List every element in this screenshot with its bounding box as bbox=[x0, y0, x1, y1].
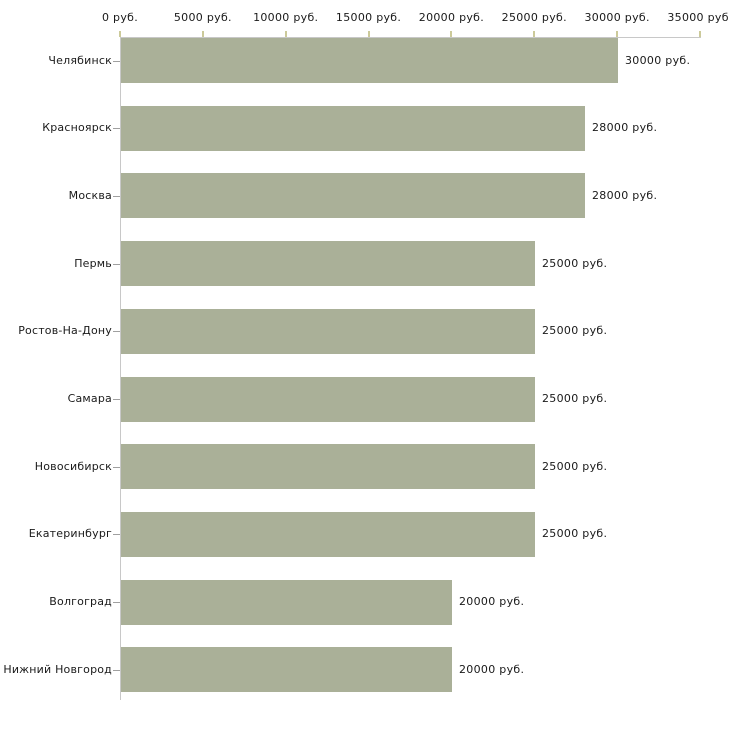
x-axis-tick bbox=[201, 31, 204, 37]
x-axis-tick-label: 35000 руб. bbox=[667, 11, 730, 24]
y-axis-tick bbox=[113, 264, 120, 265]
bar bbox=[121, 580, 452, 625]
x-axis-tick bbox=[616, 31, 619, 37]
bar bbox=[121, 241, 535, 286]
x-axis-tick bbox=[284, 31, 287, 37]
category-label: Красноярск bbox=[42, 121, 112, 134]
y-axis-tick bbox=[113, 399, 120, 400]
value-label: 20000 руб. bbox=[459, 595, 525, 608]
value-label: 25000 руб. bbox=[542, 257, 608, 270]
category-label: Нижний Новгород bbox=[3, 663, 112, 676]
value-label: 20000 руб. bbox=[459, 663, 525, 676]
category-label: Ростов-На-Дону bbox=[18, 324, 112, 337]
value-label: 25000 руб. bbox=[542, 460, 608, 473]
x-axis-tick-label: 10000 руб. bbox=[253, 11, 319, 24]
value-label: 25000 руб. bbox=[542, 324, 608, 337]
y-axis-tick bbox=[113, 467, 120, 468]
value-label: 28000 руб. bbox=[592, 121, 658, 134]
x-axis-tick-label: 0 руб. bbox=[101, 11, 139, 24]
y-axis-tick bbox=[113, 61, 120, 62]
bar bbox=[121, 173, 585, 218]
category-label: Москва bbox=[68, 189, 112, 202]
x-axis-tick bbox=[450, 31, 453, 37]
category-label: Челябинск bbox=[48, 54, 112, 67]
category-label: Волгоград bbox=[49, 595, 112, 608]
bar bbox=[121, 377, 535, 422]
value-label: 30000 руб. bbox=[625, 54, 691, 67]
x-axis-line bbox=[120, 37, 701, 38]
value-label: 28000 руб. bbox=[592, 189, 658, 202]
x-axis-tick bbox=[533, 31, 536, 37]
y-axis-tick bbox=[113, 331, 120, 332]
x-axis-tick-label: 5000 руб. bbox=[173, 11, 232, 24]
x-axis-tick bbox=[367, 31, 370, 37]
y-axis-tick bbox=[113, 534, 120, 535]
x-axis-tick-label: 25000 руб. bbox=[501, 11, 567, 24]
bar bbox=[121, 38, 618, 83]
bar bbox=[121, 309, 535, 354]
category-label: Самара bbox=[67, 392, 112, 405]
category-label: Пермь bbox=[74, 257, 112, 270]
y-axis-tick bbox=[113, 196, 120, 197]
x-axis-tick-label: 20000 руб. bbox=[418, 11, 485, 24]
value-label: 25000 руб. bbox=[542, 527, 608, 540]
category-label: Новосибирск bbox=[34, 460, 112, 473]
bar bbox=[121, 444, 535, 489]
bar bbox=[121, 647, 452, 692]
y-axis-tick bbox=[113, 128, 120, 129]
value-label: 25000 руб. bbox=[542, 392, 608, 405]
x-axis-tick-label: 30000 руб. bbox=[584, 11, 650, 24]
y-axis-line bbox=[120, 37, 121, 700]
y-axis-tick bbox=[113, 602, 120, 603]
bar bbox=[121, 106, 585, 151]
x-axis-tick-label: 15000 руб. bbox=[335, 11, 402, 24]
category-label: Екатеринбург bbox=[28, 527, 112, 540]
x-axis-tick bbox=[119, 31, 121, 37]
x-axis-tick bbox=[699, 31, 701, 37]
bar bbox=[121, 512, 535, 557]
y-axis-tick bbox=[113, 670, 120, 671]
